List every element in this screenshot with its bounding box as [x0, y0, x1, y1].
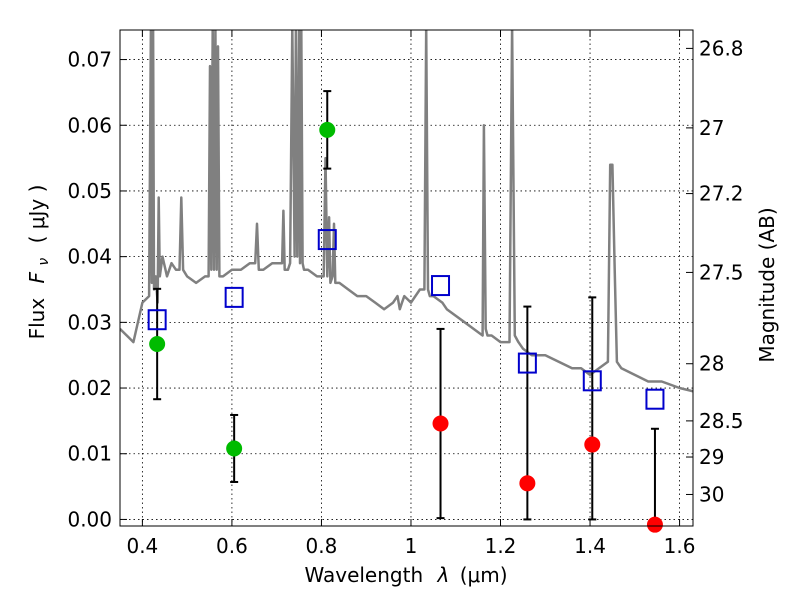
model-photometry-square	[517, 352, 537, 374]
model-photometry-square	[147, 309, 167, 331]
detection-point	[319, 121, 336, 138]
y-right-tick-label: 29	[699, 445, 724, 469]
y-tick-label: 0.03	[67, 310, 112, 334]
nondetection-point	[519, 475, 536, 492]
y-right-tick-label: 30	[699, 482, 724, 506]
model-photometry-square	[582, 370, 602, 392]
detection-point	[226, 440, 243, 457]
y-tick-label: 0.06	[67, 113, 112, 137]
y-tick-label: 0.00	[67, 507, 112, 531]
nondetection-point	[646, 516, 663, 533]
y-axis-label: Flux F ν ( μJy )	[25, 185, 53, 340]
x-tick-label: 1.4	[574, 534, 606, 558]
y-right-tick-label: 28	[699, 352, 724, 376]
y-right-tick-label: 27.5	[699, 260, 744, 284]
model-photometry-square	[645, 388, 665, 410]
y-tick-label: 0.01	[67, 442, 112, 466]
model-photometry-square	[317, 229, 337, 251]
y-axis-label-symbol: F	[25, 271, 49, 283]
detection-point	[149, 336, 166, 353]
y-axis-label-text: Flux	[25, 298, 49, 340]
y-right-tick-label: 27.2	[699, 182, 744, 206]
y-right-tick-label: 26.8	[699, 36, 744, 60]
x-tick-label: 0.6	[216, 534, 248, 558]
x-tick-label: 0.8	[306, 534, 338, 558]
plot-frame	[119, 29, 694, 527]
x-axis-label-unit: (μm)	[460, 563, 508, 587]
model-spectrum-group	[120, 30, 693, 393]
grid-lines	[120, 30, 693, 526]
x-tick-label: 1.6	[664, 534, 696, 558]
x-tick-label: 1.2	[485, 534, 517, 558]
data-points-group	[147, 90, 665, 533]
x-tick-label: 0.4	[126, 534, 158, 558]
y-tick-label: 0.05	[67, 179, 112, 203]
x-axis-label-symbol: λ	[437, 563, 450, 587]
nondetection-point	[584, 436, 601, 453]
y-right-tick-label: 27	[699, 116, 724, 140]
y-tick-label: 0.02	[67, 376, 112, 400]
y-axis-label-subscript: ν	[36, 258, 52, 266]
y-right-tick-label: 28.5	[699, 409, 744, 433]
axis-ticks: 0.4 0.6 0.8 1 1.2 1.4 1.6 0.00 0.01 0.02 0.03 0.04 0…	[67, 30, 744, 558]
model-photometry-square	[431, 275, 451, 297]
x-axis-label-text: Wavelength	[304, 563, 423, 587]
x-tick-label: 1	[405, 534, 418, 558]
y-axis-right-label: Magnitude (AB)	[755, 207, 779, 362]
model-spectrum-line	[120, 30, 693, 393]
x-axis-label: Wavelength λ (μm)	[304, 563, 507, 587]
model-photometry-square	[224, 286, 244, 308]
nondetection-point	[432, 415, 449, 432]
y-tick-label: 0.07	[67, 48, 112, 72]
y-tick-label: 0.04	[67, 245, 112, 269]
y-axis-label-unit: ( μJy )	[25, 185, 49, 244]
